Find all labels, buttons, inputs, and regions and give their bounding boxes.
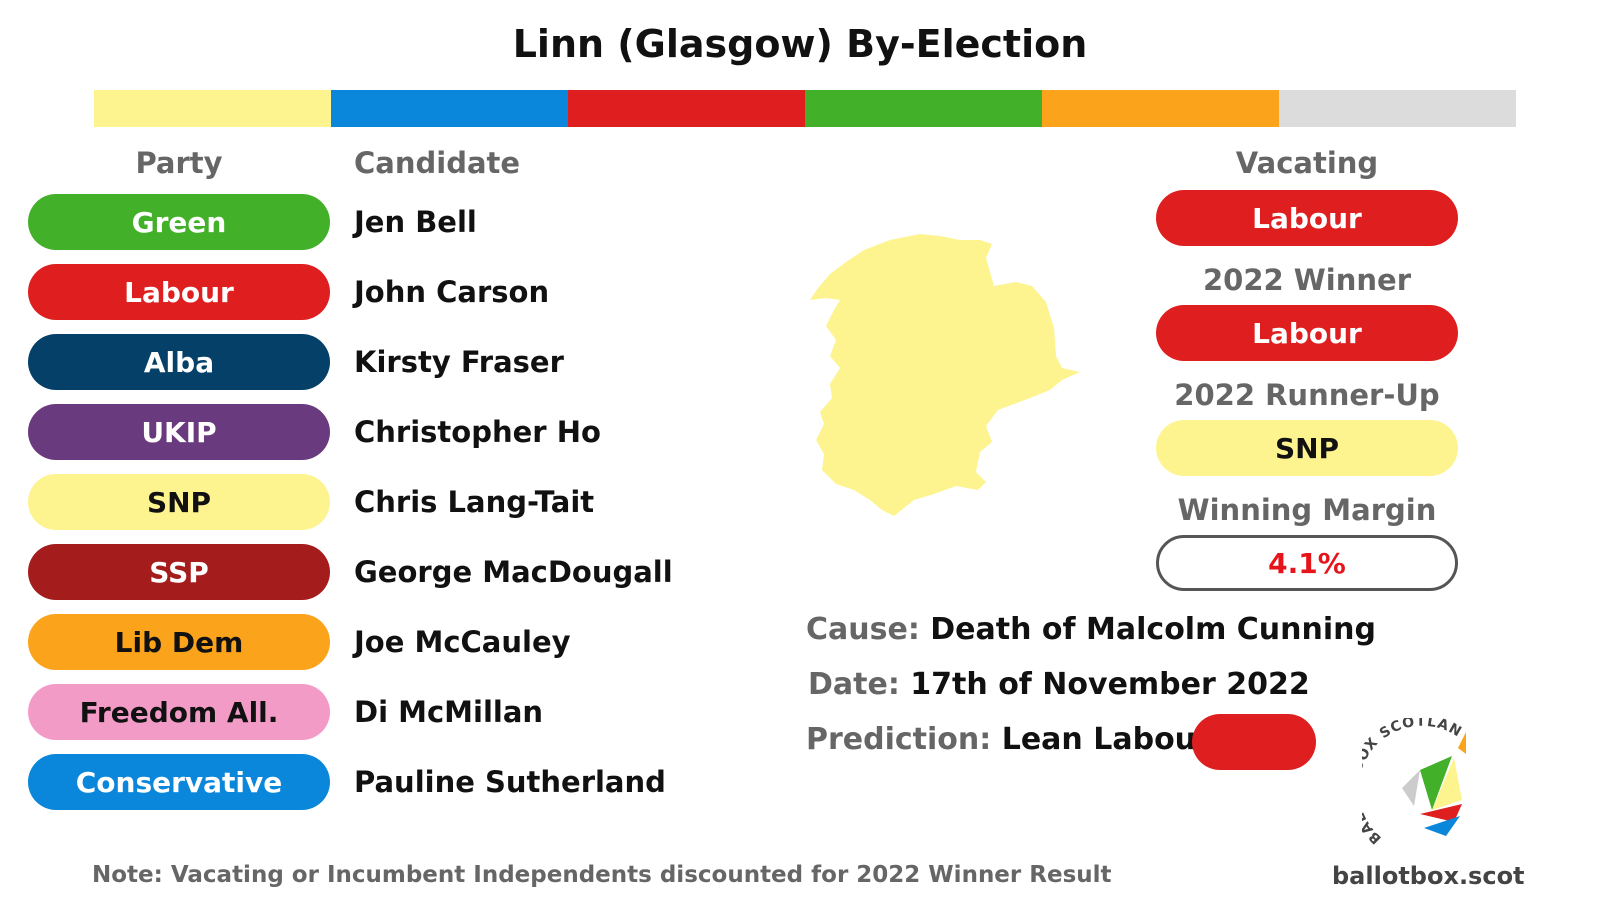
winner-2022-party-badge: Labour bbox=[1156, 305, 1458, 361]
candidate-column-header: Candidate bbox=[354, 146, 521, 180]
date-line: Date: 17th of November 2022 bbox=[808, 667, 1310, 702]
candidate-name: Kirsty Fraser bbox=[354, 345, 564, 379]
party-badge-labour: Labour bbox=[28, 264, 330, 320]
party-badge-conservative: Conservative bbox=[28, 754, 330, 810]
party-badge-snp: SNP bbox=[28, 474, 330, 530]
candidate-name: Di McMillan bbox=[354, 695, 544, 729]
footnote: Note: Vacating or Incumbent Independents… bbox=[92, 862, 1112, 888]
prediction-value: Lean Labour bbox=[1001, 722, 1211, 757]
winner-2022-label: 2022 Winner bbox=[1203, 263, 1411, 297]
page-title: Linn (Glasgow) By-Election bbox=[512, 22, 1088, 66]
winning-margin-label: Winning Margin bbox=[1177, 493, 1437, 527]
vacating-header: Vacating bbox=[1235, 146, 1379, 180]
party-column-header: Party bbox=[135, 146, 223, 180]
party-badge-alba: Alba bbox=[28, 334, 330, 390]
cause-line: Cause: Death of Malcolm Cunning bbox=[806, 612, 1376, 647]
prediction-color-swatch bbox=[1192, 714, 1316, 770]
candidate-name: Christopher Ho bbox=[354, 415, 601, 449]
party-badge-ukip: UKIP bbox=[28, 404, 330, 460]
runner-up-2022-label: 2022 Runner-Up bbox=[1174, 378, 1440, 412]
linn-ward-shape bbox=[810, 234, 1080, 516]
vacating-party-badge: Labour bbox=[1156, 190, 1458, 246]
color-segment bbox=[1042, 90, 1279, 127]
color-segment bbox=[805, 90, 1042, 127]
runner-up-2022-party-badge: SNP bbox=[1156, 420, 1458, 476]
winning-margin-value: 4.1% bbox=[1156, 535, 1458, 591]
candidate-name: Joe McCauley bbox=[354, 625, 571, 659]
date-value: 17th of November 2022 bbox=[910, 667, 1310, 702]
party-badge-lib-dem: Lib Dem bbox=[28, 614, 330, 670]
party-badge-ssp: SSP bbox=[28, 544, 330, 600]
website-link[interactable]: ballotbox.scot bbox=[1332, 862, 1525, 890]
cause-label: Cause: bbox=[806, 612, 920, 647]
candidate-name: Jen Bell bbox=[354, 205, 477, 239]
candidate-name: John Carson bbox=[354, 275, 550, 309]
color-segment bbox=[1279, 90, 1516, 127]
candidate-name: Pauline Sutherland bbox=[354, 765, 666, 799]
party-badge-green: Green bbox=[28, 194, 330, 250]
prediction-line: Prediction: Lean Labour bbox=[806, 722, 1211, 757]
color-segment bbox=[568, 90, 805, 127]
ballot-box-scotland-logo: BALLOT BOX SCOTLAND bbox=[1362, 718, 1466, 847]
cause-value: Death of Malcolm Cunning bbox=[930, 612, 1376, 647]
color-segment bbox=[94, 90, 331, 127]
party-badge-freedom-alliance: Freedom All. bbox=[28, 684, 330, 740]
party-color-bar bbox=[94, 90, 1516, 127]
date-label: Date: bbox=[808, 667, 900, 702]
candidate-name: Chris Lang-Tait bbox=[354, 485, 595, 519]
color-segment bbox=[331, 90, 568, 127]
prediction-label: Prediction: bbox=[806, 722, 992, 757]
candidate-name: George MacDougall bbox=[354, 555, 673, 589]
constituency-map bbox=[810, 234, 1080, 516]
